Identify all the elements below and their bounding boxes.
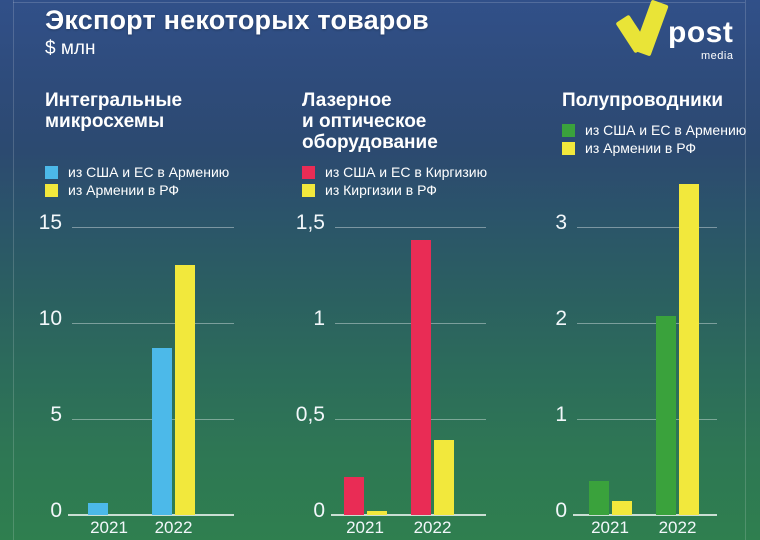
page-title: Экспорт некоторых товаров [45, 5, 429, 35]
chart-legend: из США и ЕС в Армению из Армении в РФ [562, 121, 746, 157]
chart-title-line: оборудование [302, 132, 438, 153]
legend-item: из Киргизии в РФ [302, 181, 487, 199]
gridline [72, 227, 234, 228]
chart-title-line: Полупроводники [562, 90, 724, 111]
left-frame-line [13, 0, 14, 540]
y-tick-label: 0 [50, 499, 62, 522]
x-axis-line [68, 514, 234, 516]
y-tick-label: 0 [313, 499, 325, 522]
legend-item: из США и ЕС в Армению [45, 163, 229, 181]
chart-legend: из США и ЕС в Армению из Армении в РФ [45, 163, 229, 199]
x-axis-line [331, 514, 486, 516]
legend-label: из Киргизии в РФ [325, 182, 437, 198]
legend-swatch [302, 183, 315, 197]
gridline [335, 419, 486, 420]
gridline [577, 227, 717, 228]
x-category-label: 2022 [154, 518, 193, 537]
y-tick-label: 1 [555, 403, 567, 426]
y-tick-label: 0 [555, 499, 567, 522]
y-tick-label: 5 [50, 403, 62, 426]
right-frame-line [745, 0, 746, 540]
bar [588, 481, 609, 515]
legend-label: из США и ЕС в Киргизию [325, 164, 488, 180]
chart-title: Полупроводники [562, 90, 723, 111]
x-category-label: 2022 [413, 518, 452, 537]
y-tick-label: 0,5 [295, 403, 325, 426]
legend-swatch [302, 165, 315, 179]
gridline [335, 323, 486, 324]
bar [87, 503, 108, 515]
chart-title-line: микросхемы [45, 111, 165, 132]
page-subtitle: $ млн [45, 38, 96, 59]
legend-swatch [45, 165, 58, 179]
chart-title-line: Лазерное [302, 90, 392, 111]
gridline [72, 323, 234, 324]
logo-wordmark: post [668, 16, 734, 49]
bar [656, 316, 676, 515]
legend-swatch [562, 123, 575, 137]
legend-label: из США и ЕС в Армению [585, 122, 747, 138]
chart-title-line: и оптическое [302, 111, 427, 132]
legend-item: из США и ЕС в Киргизию [302, 163, 487, 181]
y-tick-label: 10 [38, 307, 62, 330]
y-tick-label: 3 [555, 211, 567, 234]
logo-v-icon [633, 0, 669, 57]
y-tick-label: 1 [313, 307, 325, 330]
y-tick-label: 15 [38, 211, 62, 234]
bar [679, 183, 699, 515]
vpost-logo: post media [612, 0, 752, 72]
x-category-label: 2021 [346, 518, 384, 537]
chart-title: Интегральные микросхемы [45, 90, 182, 132]
legend-item: из Армении в РФ [45, 181, 229, 199]
x-category-label: 2022 [658, 518, 697, 537]
x-category-label: 2021 [591, 518, 629, 537]
chart-title: Лазерное и оптическое оборудование [302, 90, 438, 153]
chart-title-line: Интегральные [45, 90, 183, 111]
legend-label: из США и ЕС в Армению [68, 164, 230, 180]
gridline [577, 419, 717, 420]
bar [152, 347, 172, 515]
logo-submark: media [701, 50, 734, 62]
bar [434, 440, 454, 515]
bar [611, 500, 632, 515]
legend-label: из Армении в РФ [585, 140, 697, 156]
bar [343, 476, 364, 515]
x-category-label: 2021 [90, 518, 128, 537]
gridline [335, 227, 486, 228]
legend-swatch [45, 183, 58, 197]
legend-item: из Армении в РФ [562, 139, 746, 157]
bar [411, 240, 431, 515]
top-frame-line [13, 2, 745, 3]
bar [366, 511, 387, 515]
y-tick-label: 1,5 [295, 211, 325, 234]
legend-item: из США и ЕС в Армению [562, 121, 746, 139]
chart-legend: из США и ЕС в Киргизию из Киргизии в РФ [302, 163, 487, 199]
y-tick-label: 2 [555, 307, 567, 330]
legend-swatch [562, 141, 575, 155]
bar [175, 265, 195, 515]
x-axis-line [573, 514, 717, 516]
gridline [577, 323, 717, 324]
legend-label: из Армении в РФ [68, 182, 180, 198]
